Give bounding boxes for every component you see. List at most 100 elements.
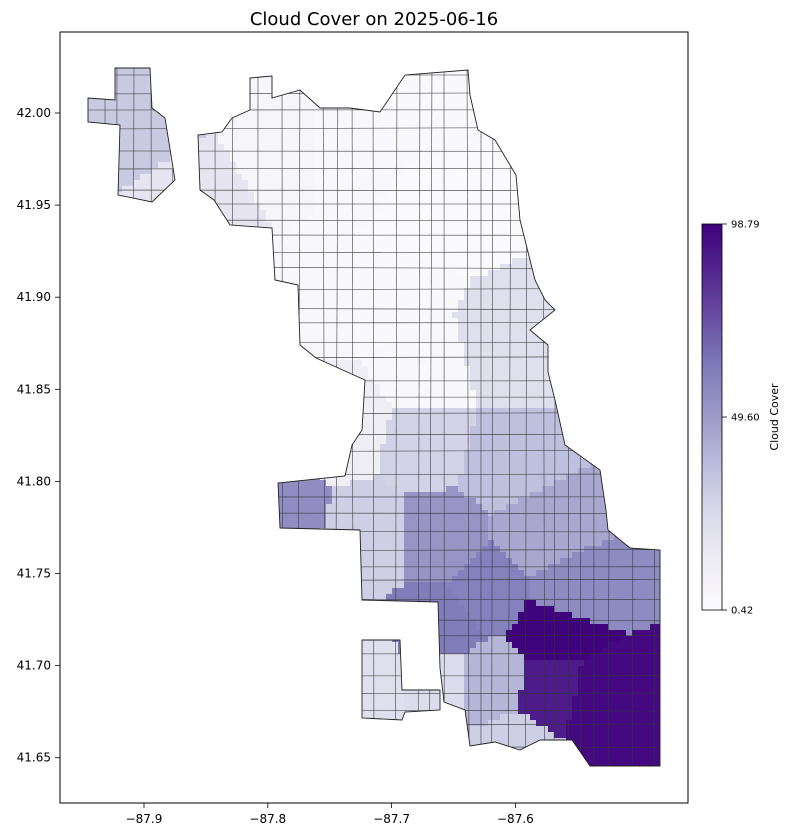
region-cell xyxy=(386,288,393,295)
region-cell xyxy=(320,234,327,241)
region-cell xyxy=(128,138,135,145)
region-cell xyxy=(410,126,417,133)
region-cell xyxy=(440,282,447,289)
region-cell xyxy=(344,114,351,121)
region-cell xyxy=(272,198,279,205)
region-cell xyxy=(326,258,333,265)
region-cell xyxy=(440,96,447,103)
region-cell xyxy=(368,180,375,187)
region-cell xyxy=(434,342,441,349)
region-cell xyxy=(284,126,291,133)
region-cell xyxy=(380,252,387,259)
region-cell xyxy=(482,168,489,175)
region-cell xyxy=(218,204,225,211)
region-cell xyxy=(248,120,255,127)
region-cell xyxy=(284,144,291,151)
region-cell xyxy=(344,120,351,127)
region-cell xyxy=(146,96,153,103)
region-cell xyxy=(470,216,477,223)
region-cell xyxy=(236,198,243,205)
region-cell xyxy=(392,168,399,175)
region-cell xyxy=(380,336,387,343)
region-cell xyxy=(482,144,489,151)
region-cell xyxy=(338,270,345,277)
region-cell xyxy=(278,246,285,253)
region-cell xyxy=(326,144,333,151)
region-cell xyxy=(386,120,393,127)
region-cell xyxy=(320,300,327,307)
region-cell xyxy=(458,336,465,343)
region-cell xyxy=(434,150,441,157)
region-cell xyxy=(494,276,501,283)
region-cell xyxy=(380,168,387,175)
region-cell xyxy=(134,162,141,169)
region-cell xyxy=(260,162,267,169)
region-cell xyxy=(134,120,141,127)
region-cell xyxy=(374,234,381,241)
region-cell xyxy=(362,216,369,223)
region-cell xyxy=(254,150,261,157)
region-cell xyxy=(512,258,519,265)
region-cell xyxy=(392,126,399,133)
region-cell xyxy=(134,174,141,181)
region-cell xyxy=(290,270,297,277)
region-cell xyxy=(134,126,141,133)
region-cell xyxy=(506,324,513,331)
region-cell xyxy=(374,174,381,181)
region-cell xyxy=(332,342,339,349)
region-cell xyxy=(320,246,327,253)
region-cell xyxy=(134,150,141,157)
region-cell xyxy=(374,348,381,355)
region-cell xyxy=(140,102,147,109)
region-cell xyxy=(332,108,339,115)
region-cell xyxy=(128,126,135,133)
region-cell xyxy=(302,216,309,223)
region-cell xyxy=(452,96,459,103)
region-cell xyxy=(440,168,447,175)
region-cell xyxy=(356,300,363,307)
region-cell xyxy=(254,168,261,175)
region-cell xyxy=(158,186,165,193)
region-cell xyxy=(398,324,405,331)
region-cell xyxy=(446,72,453,79)
region-cell xyxy=(326,306,333,313)
region-cell xyxy=(452,162,459,169)
region-cell xyxy=(152,108,159,115)
region-cell xyxy=(122,168,129,175)
region-cell xyxy=(254,204,261,211)
region-cell xyxy=(290,156,297,163)
region-cell xyxy=(398,240,405,247)
region-cell xyxy=(254,102,261,109)
region-cell xyxy=(476,276,483,283)
region-cell xyxy=(92,96,99,103)
region-cell xyxy=(422,84,429,91)
region-cell xyxy=(146,90,153,97)
region-cell xyxy=(338,234,345,241)
region-cell xyxy=(236,120,243,127)
region-cell xyxy=(458,216,465,223)
region-cell xyxy=(422,156,429,163)
region-cell xyxy=(398,300,405,307)
region-cell xyxy=(368,324,375,331)
region-cell xyxy=(98,114,105,121)
region-cell xyxy=(398,336,405,343)
region-cell xyxy=(308,282,315,289)
region-cell xyxy=(380,186,387,193)
region-cell xyxy=(512,330,519,337)
region-cell xyxy=(530,300,537,307)
region-cell xyxy=(320,348,327,355)
region-cell xyxy=(272,222,279,229)
region-cell xyxy=(446,144,453,151)
region-cell xyxy=(386,210,393,217)
region-cell xyxy=(332,258,339,265)
region-cell xyxy=(272,102,279,109)
region-cell xyxy=(416,114,423,121)
region-cell xyxy=(398,282,405,289)
region-cell xyxy=(482,210,489,217)
region-cell xyxy=(308,156,315,163)
region-cell xyxy=(422,324,429,331)
region-cell xyxy=(464,312,471,319)
region-cell xyxy=(332,312,339,319)
region-cell xyxy=(482,282,489,289)
region-cell xyxy=(104,108,111,115)
